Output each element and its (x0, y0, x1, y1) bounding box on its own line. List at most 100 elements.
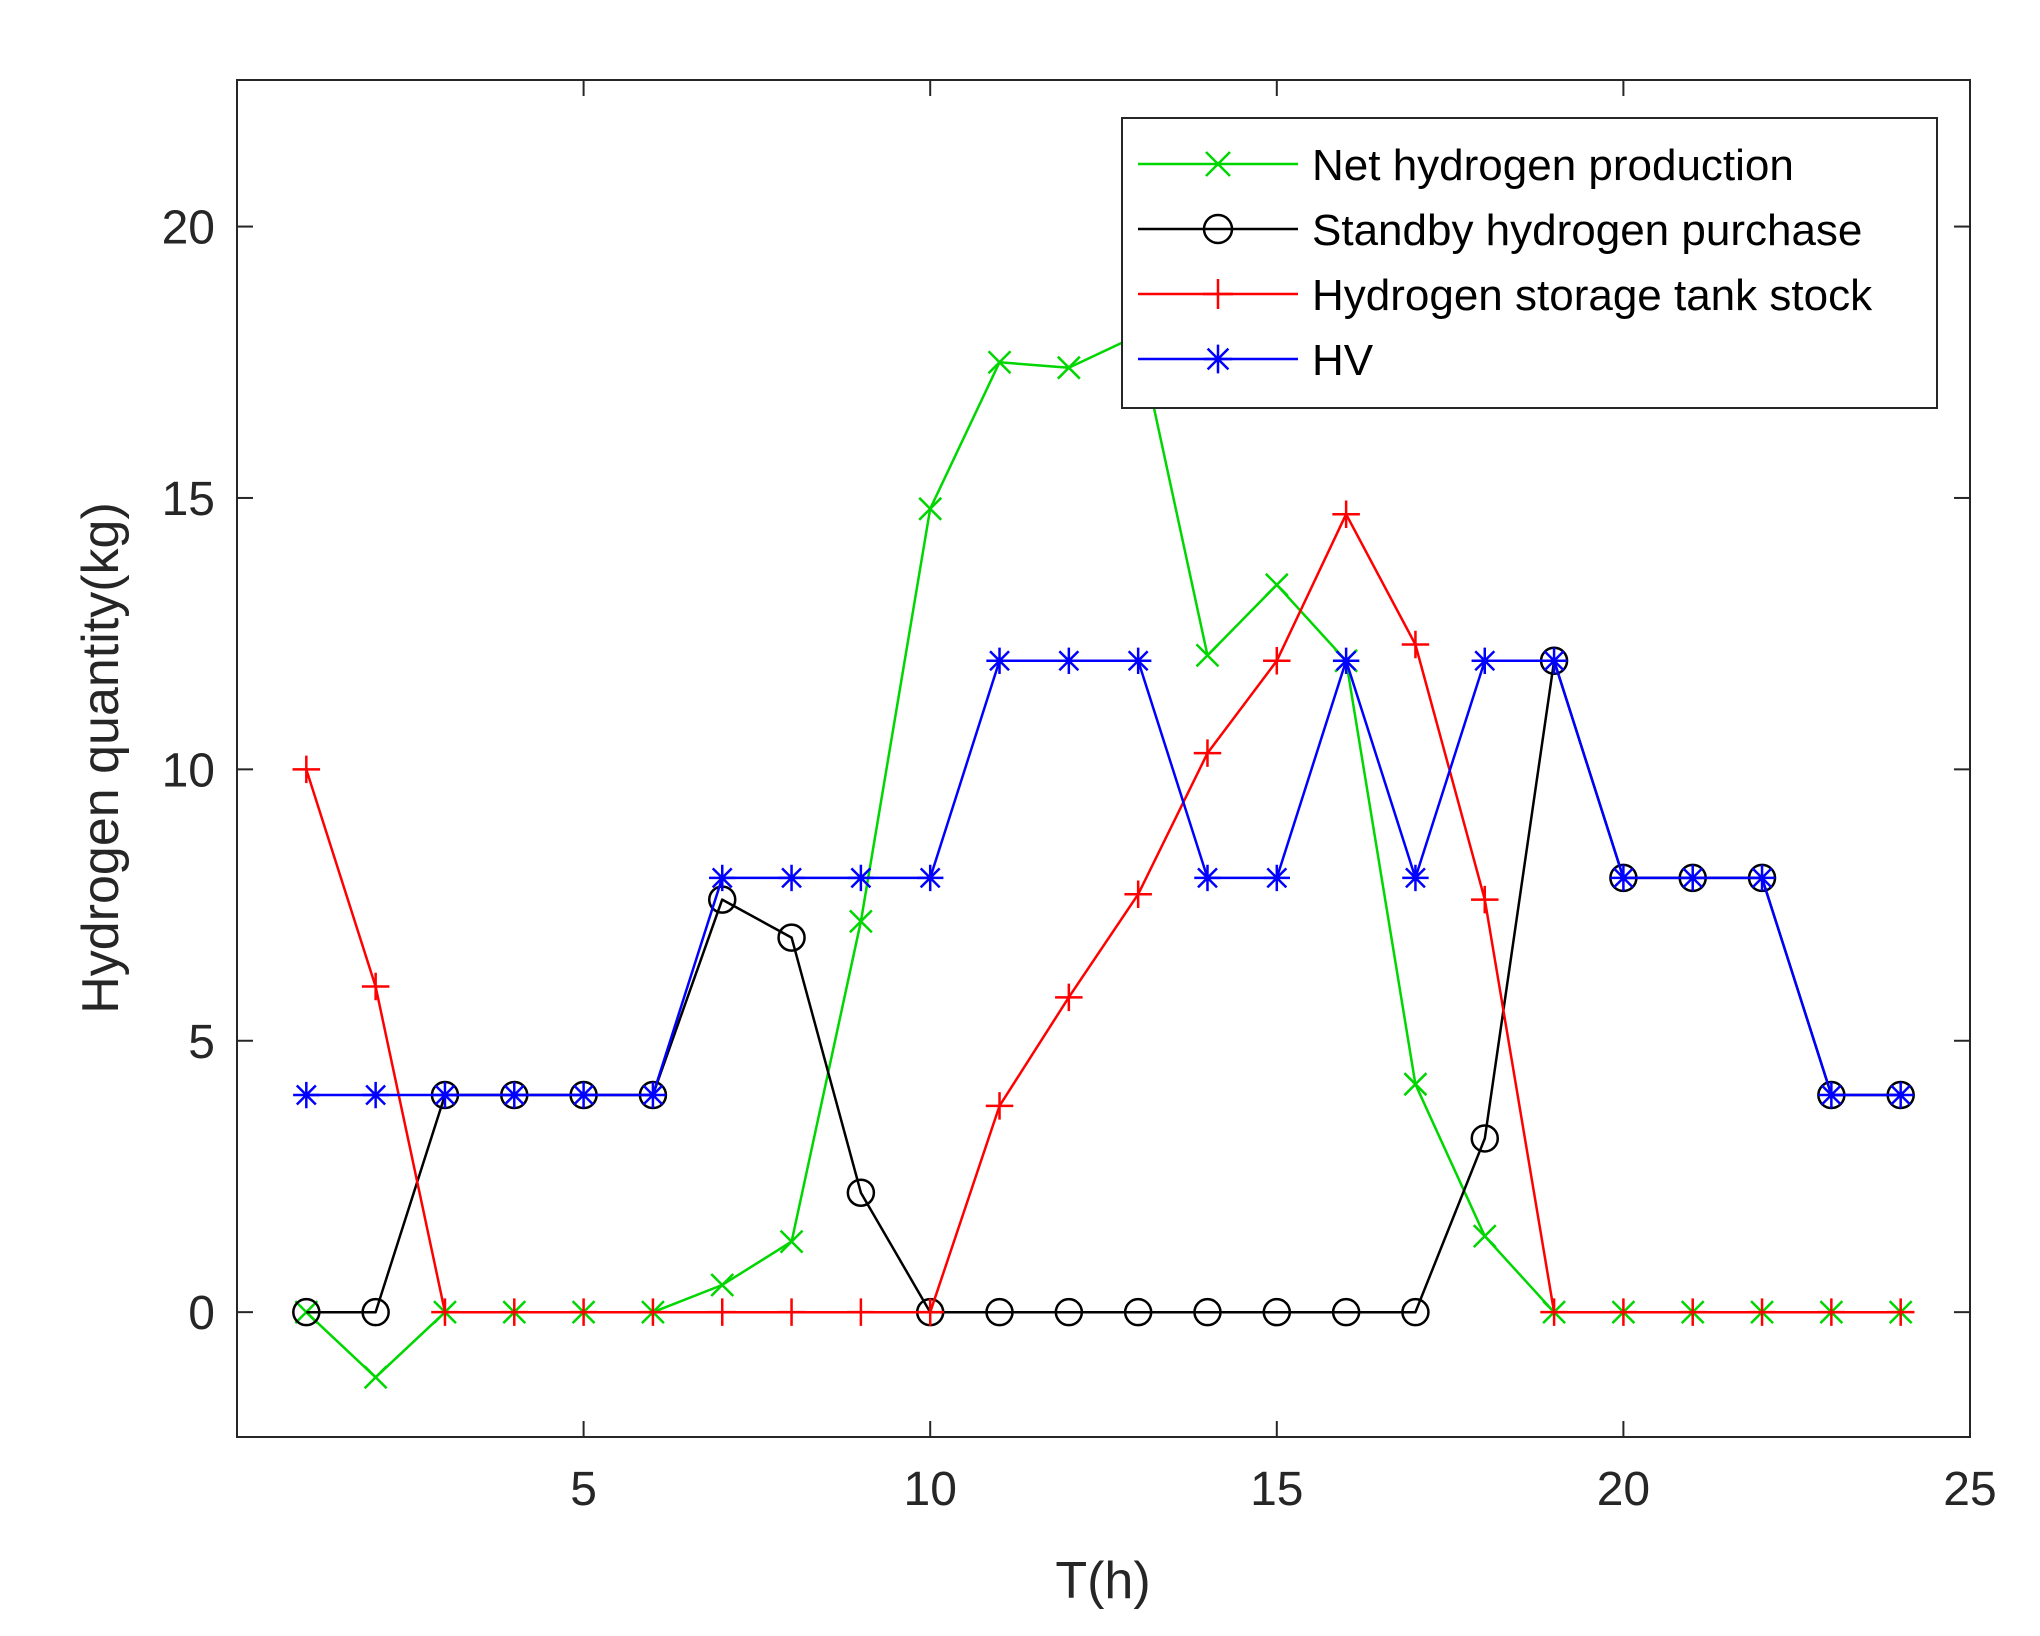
data-point (1263, 647, 1291, 675)
data-point (1540, 1298, 1568, 1326)
legend-entry: Net hydrogen production (1138, 141, 1794, 190)
series-layer (292, 323, 1915, 1390)
data-point (1263, 864, 1290, 892)
data-point (918, 496, 943, 521)
data-point (431, 1081, 459, 1109)
y-tick-label: 0 (188, 1287, 215, 1340)
data-point (1331, 1297, 1361, 1327)
x-axis-label: T(h) (1055, 1552, 1150, 1610)
data-point (1264, 572, 1289, 597)
data-point (985, 1297, 1014, 1327)
data-point (1470, 1124, 1500, 1153)
series-3 (293, 647, 1914, 1109)
data-point (500, 1298, 529, 1326)
data-point (501, 1081, 528, 1109)
data-point (1195, 643, 1220, 668)
data-point (777, 1298, 806, 1326)
data-point (709, 864, 736, 892)
x-tick-label: 20 (1597, 1463, 1650, 1516)
data-point (985, 1092, 1014, 1120)
data-point (1403, 1072, 1428, 1097)
data-point (362, 1081, 389, 1109)
x-tick-label: 15 (1250, 1463, 1303, 1516)
data-point (1123, 1297, 1153, 1327)
data-point (1540, 647, 1568, 674)
data-point (1055, 983, 1083, 1012)
data-point (363, 1365, 388, 1390)
data-point (779, 1229, 804, 1254)
data-point (1886, 1298, 1915, 1326)
data-point (1471, 885, 1499, 914)
data-point (847, 1298, 875, 1326)
legend-marker (1203, 279, 1233, 309)
data-point (778, 864, 805, 892)
data-point (431, 1298, 459, 1326)
x-tick-label: 5 (570, 1463, 597, 1516)
legend: Net hydrogen production Standby hydrogen … (1121, 117, 1938, 409)
data-point (1610, 864, 1637, 892)
data-point (848, 909, 873, 934)
data-point (1194, 864, 1221, 892)
data-point (1401, 1297, 1430, 1327)
data-point (777, 923, 806, 952)
legend-label: Net hydrogen production (1312, 141, 1794, 190)
data-point (1124, 880, 1152, 908)
legend-marker (1202, 213, 1234, 245)
y-tick-label: 15 (162, 473, 215, 526)
data-point (1055, 647, 1083, 674)
legend-entry: Hydrogen storage tank stock (1138, 271, 1873, 320)
legend-entry: Standby hydrogen purchase (1138, 206, 1862, 255)
data-point (1678, 1298, 1707, 1326)
data-point (987, 350, 1012, 375)
data-point (1818, 1081, 1845, 1109)
data-point (916, 1298, 944, 1326)
data-point (361, 972, 390, 1001)
legend-label: Standby hydrogen purchase (1312, 206, 1862, 255)
legend-label: Hydrogen storage tank stock (1312, 271, 1873, 320)
data-point (1472, 1224, 1497, 1249)
data-point (917, 864, 944, 892)
data-point (361, 1297, 390, 1327)
legend-entry: HV (1138, 336, 1374, 385)
axis-ticks: 5 10 15 20 25 0 5 10 15 20 (162, 80, 1997, 1516)
legend-label: HV (1312, 336, 1374, 385)
data-point (986, 647, 1013, 674)
y-tick-label: 10 (162, 744, 215, 797)
y-tick-label: 5 (188, 1016, 215, 1069)
data-point (293, 1081, 320, 1109)
y-axis-label: Hydrogen quantity(kg) (72, 502, 130, 1014)
data-point (292, 755, 321, 784)
x-tick-label: 25 (1943, 1463, 1996, 1516)
data-point (846, 1178, 876, 1207)
data-point (1401, 630, 1430, 659)
data-point (639, 1081, 667, 1109)
data-point (1748, 1298, 1776, 1326)
data-point (1609, 1298, 1638, 1326)
legend-marker (1203, 344, 1233, 374)
data-point (1193, 1297, 1222, 1327)
data-point (1887, 1081, 1914, 1109)
data-point (1262, 1297, 1292, 1327)
data-point (1332, 500, 1360, 528)
data-point (1056, 355, 1081, 380)
x-tick-label: 10 (904, 1463, 957, 1516)
data-point (1679, 864, 1706, 892)
data-point (847, 864, 875, 892)
y-tick-label: 20 (162, 202, 215, 255)
data-point (292, 1297, 321, 1327)
data-point (708, 1298, 736, 1326)
data-point (1471, 647, 1498, 674)
data-point (1054, 1297, 1084, 1327)
data-point (1193, 739, 1222, 767)
data-point (1124, 647, 1152, 674)
data-point (1748, 864, 1776, 892)
data-point (1332, 647, 1360, 674)
data-point (639, 1298, 667, 1326)
data-point (570, 1081, 597, 1109)
data-point (710, 1273, 735, 1297)
series-2 (292, 500, 1915, 1326)
data-point (1402, 864, 1429, 892)
data-point (1817, 1298, 1846, 1326)
data-point (569, 1298, 598, 1326)
